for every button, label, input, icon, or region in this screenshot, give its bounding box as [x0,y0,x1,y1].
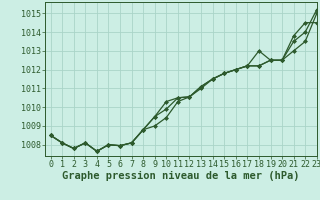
X-axis label: Graphe pression niveau de la mer (hPa): Graphe pression niveau de la mer (hPa) [62,171,300,181]
